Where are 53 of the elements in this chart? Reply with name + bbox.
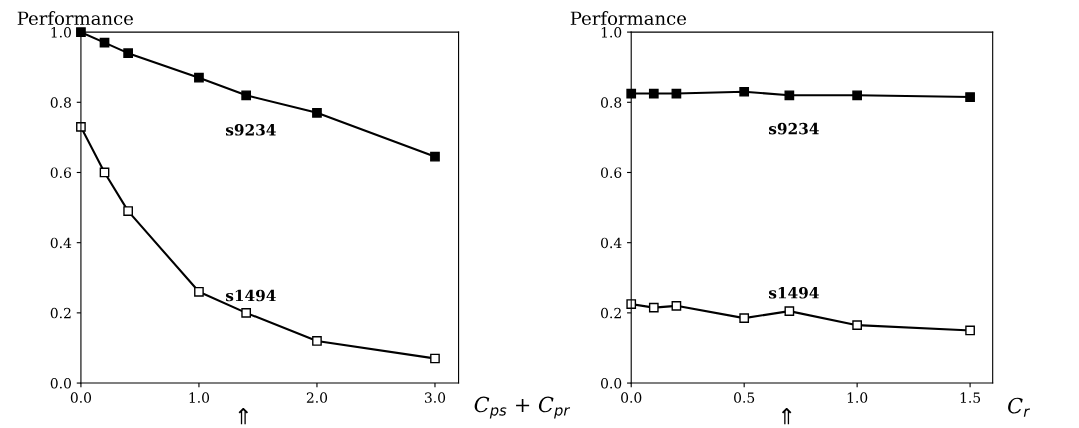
point (965, 325, 975, 336)
x-tick-label: 1.5 (960, 392, 981, 403)
y-tick-label: 0.0 (50, 378, 71, 389)
point (430, 353, 440, 364)
point (784, 306, 795, 316)
x-axis-title: C$_{r}$ (1008, 397, 1031, 417)
y-tick-label: 0.2 (50, 307, 71, 319)
point (739, 313, 750, 323)
point (312, 336, 322, 346)
point (648, 88, 659, 99)
y-axis-title: Performance (17, 11, 133, 26)
y-tick-label: 1.0 (601, 27, 622, 38)
y-tick-label: 0.8 (601, 97, 622, 108)
point (965, 92, 975, 102)
series-label: s9234 (225, 124, 276, 136)
y-tick-label: 0.0 (601, 378, 622, 389)
text: ⇑ (238, 408, 249, 425)
series-label: s1494 (768, 287, 819, 299)
point (241, 90, 252, 101)
y-tick-label: 0.4 (50, 237, 72, 249)
point (784, 90, 795, 101)
point (123, 206, 133, 216)
text: ⇑ (781, 408, 792, 425)
x-tick-label: 2.0 (306, 392, 328, 403)
x-tick-label: 1.0 (847, 392, 868, 403)
y-tick-label: 0.6 (601, 167, 622, 178)
x-tick-label: 1.0 (189, 392, 210, 403)
point (241, 308, 252, 318)
point (76, 27, 86, 37)
point (852, 320, 862, 331)
series-label: s1494 (225, 289, 276, 302)
x-tick-label: 3.0 (424, 392, 446, 403)
y-tick-label: 0.2 (601, 307, 621, 319)
point (312, 107, 322, 118)
point (123, 48, 133, 59)
x-axis-title: C$_{ps}$ + C$_{pr}$ (474, 396, 571, 419)
y-tick-label: 1.0 (51, 27, 71, 38)
point (430, 151, 440, 162)
point (671, 300, 682, 311)
y-tick-label: 0.6 (50, 167, 72, 178)
x-tick-label: 0.0 (70, 392, 92, 403)
point (852, 90, 862, 101)
point (194, 72, 204, 83)
point (648, 302, 659, 313)
point (194, 286, 204, 297)
y-tick-label: 0.8 (50, 97, 71, 108)
point (626, 299, 637, 309)
y-tick-label: 0.4 (601, 237, 622, 249)
series-label: s9234 (768, 122, 819, 135)
point (739, 86, 750, 97)
x-tick-label: 0.5 (734, 392, 755, 403)
x-tick-label: 0.0 (621, 392, 642, 403)
y-axis-title: Performance (570, 11, 687, 26)
